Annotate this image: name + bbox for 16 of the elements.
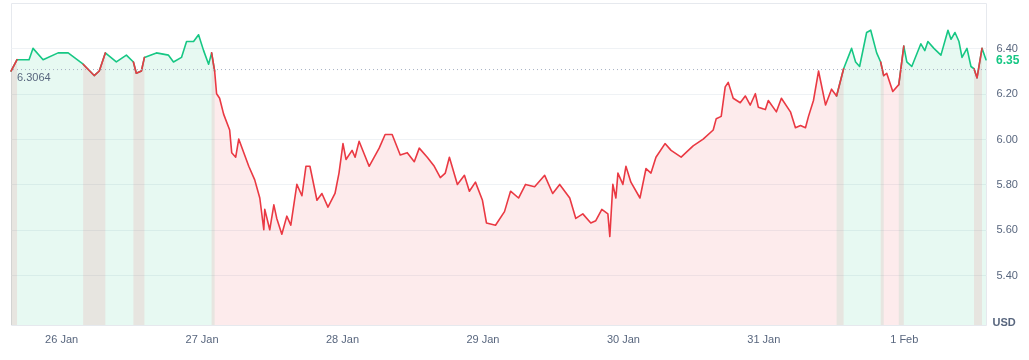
x-tick-label: 29 Jan — [466, 332, 500, 345]
y-axis-title: USD — [992, 315, 1016, 328]
x-tick-label: 30 Jan — [606, 332, 640, 345]
y-tick-label: 5.60 — [996, 223, 1018, 236]
x-tick-label: 28 Jan — [326, 332, 360, 345]
y-tick-label: 6.00 — [996, 132, 1018, 145]
y-tick-label: 5.40 — [996, 268, 1018, 281]
y-tick-label: 6.20 — [996, 87, 1018, 100]
ref-line-label: 6.3064 — [17, 70, 51, 83]
x-tick-label: 1 Feb — [890, 332, 919, 345]
y-tick-label: 5.80 — [996, 177, 1018, 190]
x-tick-label: 31 Jan — [747, 332, 781, 345]
y-tick-label: 6.40 — [996, 41, 1018, 54]
annotation: 6.35 — [996, 52, 1020, 67]
x-tick-label: 27 Jan — [185, 332, 219, 345]
x-tick-label: 26 Jan — [45, 332, 79, 345]
